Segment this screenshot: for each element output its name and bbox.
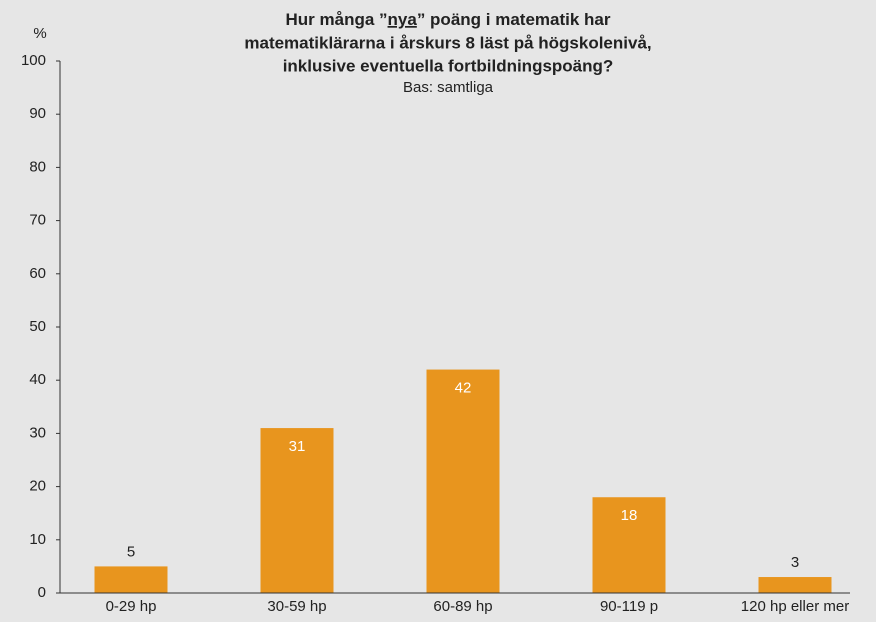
y-tick-label: 0 <box>38 584 46 601</box>
y-tick-label: 60 <box>29 265 46 282</box>
x-tick-label: 60-89 hp <box>433 598 492 615</box>
bar <box>94 566 168 593</box>
y-tick-label: 40 <box>29 371 46 388</box>
value-label: 31 <box>289 438 306 455</box>
title-part: nya <box>388 10 418 29</box>
value-label: 42 <box>455 380 472 397</box>
value-label: 3 <box>791 554 799 571</box>
y-tick-label: 20 <box>29 478 46 495</box>
title-part: ” poäng i matematik har <box>417 10 611 29</box>
x-tick-label: 30-59 hp <box>267 598 326 615</box>
y-tick-label: 70 <box>29 212 46 229</box>
y-tick-label: 50 <box>29 318 46 335</box>
x-tick-label: 90-119 p <box>600 598 658 615</box>
chart-subtitle: Bas: samtliga <box>403 79 494 96</box>
bar <box>758 577 832 593</box>
y-tick-label: 30 <box>29 424 46 441</box>
y-tick-label: 90 <box>29 105 46 122</box>
chart-title: inklusive eventuella fortbildningspoäng? <box>283 56 614 75</box>
title-part: Hur många ” <box>286 10 388 29</box>
chart-title: Hur många ”nya” poäng i matematik har <box>286 10 611 29</box>
y-tick-label: 10 <box>29 531 46 548</box>
y-axis-label: % <box>33 25 46 42</box>
x-tick-label: 120 hp eller mer <box>741 598 849 615</box>
bar <box>592 497 666 593</box>
value-label: 5 <box>127 543 135 560</box>
bar <box>426 369 500 593</box>
y-tick-label: 80 <box>29 158 46 175</box>
value-label: 18 <box>621 507 638 524</box>
chart-title: matematiklärarna i årskurs 8 läst på hög… <box>244 33 651 52</box>
y-tick-label: 100 <box>21 52 46 69</box>
x-tick-label: 0-29 hp <box>106 598 157 615</box>
bar <box>260 428 334 593</box>
